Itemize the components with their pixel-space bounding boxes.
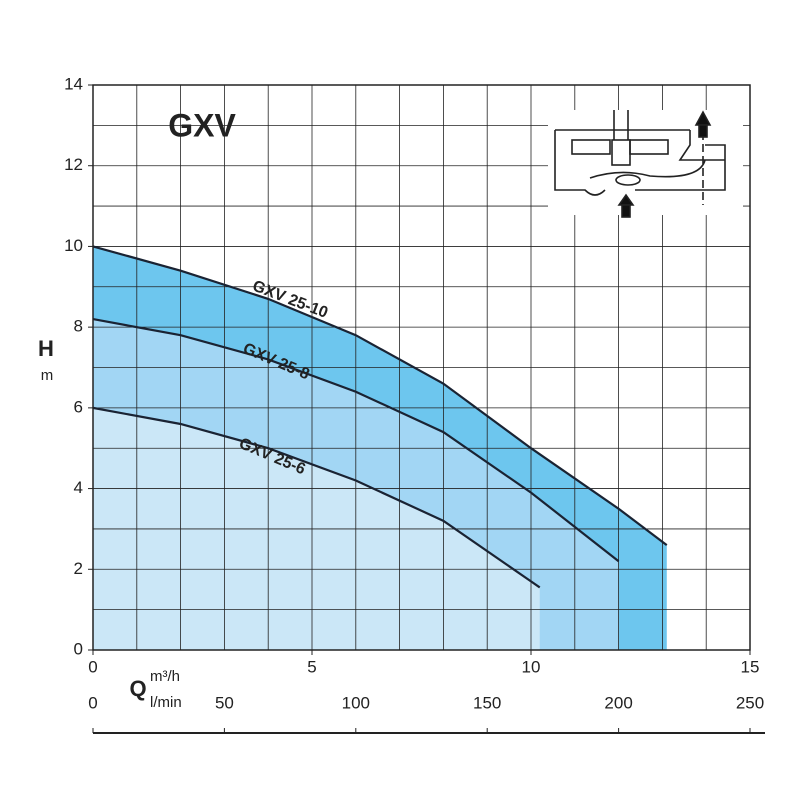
y-tick-label: 6 xyxy=(74,397,83,416)
series-line xyxy=(92,406,541,589)
chart-title: GXV xyxy=(168,107,236,143)
x2-tick-label: 50 xyxy=(215,693,234,712)
x-tick-label: 0 xyxy=(88,657,97,676)
x2-tick-label: 200 xyxy=(604,693,632,712)
y-tick-label: 4 xyxy=(74,478,83,497)
y-axis-unit: m xyxy=(41,367,54,384)
x-tick-label: 15 xyxy=(741,657,760,676)
y-tick-label: 14 xyxy=(64,74,83,93)
y-axis-label: H xyxy=(38,336,54,361)
y-tick-label: 10 xyxy=(64,236,83,255)
series-line xyxy=(92,245,668,546)
x2-tick-label: 150 xyxy=(473,693,501,712)
y-tick-label: 2 xyxy=(74,559,83,578)
x-axis-label: Q xyxy=(129,676,146,701)
plot-frame xyxy=(92,84,751,651)
pump-icon xyxy=(548,110,743,218)
x2-tick-label: 250 xyxy=(736,693,764,712)
y-tick-label: 8 xyxy=(74,317,83,336)
x-tick-label: 10 xyxy=(522,657,541,676)
x2-tick-label: 100 xyxy=(342,693,370,712)
x2-tick-label: 0 xyxy=(88,693,97,712)
x-tick-label: 5 xyxy=(307,657,316,676)
y-tick-label: 12 xyxy=(64,155,83,174)
x2-axis-unit: l/min xyxy=(150,694,182,711)
grid xyxy=(93,85,750,650)
series-line xyxy=(92,317,620,563)
y-tick-label: 0 xyxy=(74,639,83,658)
x-axis-unit: m³/h xyxy=(150,668,180,685)
